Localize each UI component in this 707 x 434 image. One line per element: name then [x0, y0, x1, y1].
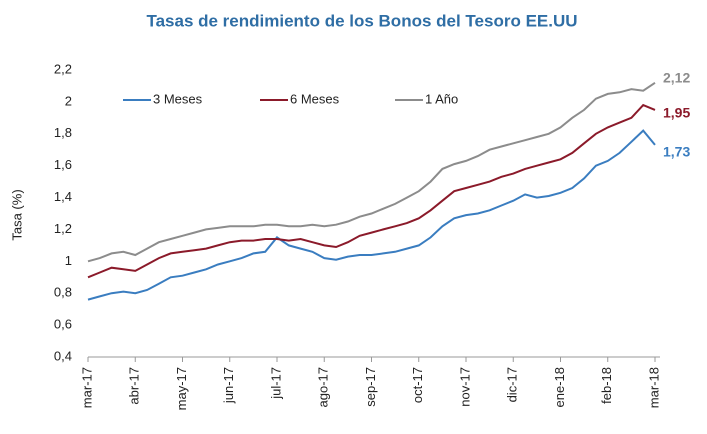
y-tick-label: 0,6 — [54, 317, 72, 332]
y-tick-label: 1,4 — [54, 189, 72, 204]
y-tick-label: 2 — [65, 93, 72, 108]
y-axis-label: Tasa (%) — [9, 189, 24, 240]
legend-label: 6 Meses — [290, 91, 340, 106]
x-tick-label: abr-17 — [127, 367, 142, 405]
chart-title: Tasas de rendimiento de los Bonos del Te… — [146, 11, 577, 30]
end-value-label: 2,12 — [663, 69, 690, 85]
x-tick-label: sep-17 — [363, 367, 378, 407]
x-tick-label: mar-18 — [646, 367, 661, 408]
x-tick-label: may-17 — [174, 367, 189, 410]
x-tick-label: jun-17 — [221, 367, 236, 404]
x-tick-label: mar-17 — [79, 367, 94, 408]
y-tick-label: 1,8 — [54, 125, 72, 140]
legend-label: 3 Meses — [153, 91, 203, 106]
x-tick-label: ene-18 — [552, 367, 567, 407]
x-tick-label: ago-17 — [316, 367, 331, 407]
y-tick-label: 0,8 — [54, 285, 72, 300]
legend-label: 1 Año — [425, 91, 458, 106]
y-tick-label: 0,4 — [54, 348, 72, 363]
series-line — [87, 81, 656, 263]
y-tick-label: 1,6 — [54, 157, 72, 172]
x-tick-label: nov-17 — [457, 367, 472, 407]
x-tick-label: dic-17 — [505, 367, 520, 402]
end-value-label: 1,95 — [663, 105, 690, 121]
y-tick-label: 1,2 — [54, 221, 72, 236]
y-tick-label: 2,2 — [54, 61, 72, 76]
series-line — [87, 103, 656, 279]
x-tick-label: oct-17 — [410, 367, 425, 403]
end-value-label: 1,73 — [663, 144, 690, 160]
x-tick-label: feb-18 — [599, 367, 614, 404]
x-tick-label: jul-17 — [268, 367, 283, 400]
series-line — [87, 129, 656, 301]
y-tick-label: 1 — [65, 253, 72, 268]
